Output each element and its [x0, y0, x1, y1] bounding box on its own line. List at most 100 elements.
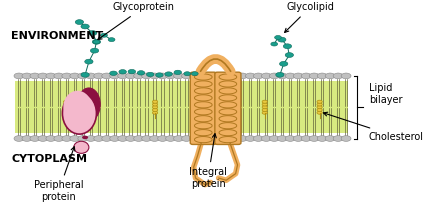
Circle shape	[262, 108, 267, 111]
Ellipse shape	[63, 91, 92, 123]
Circle shape	[174, 70, 181, 75]
Circle shape	[341, 73, 351, 79]
Text: Cholesterol: Cholesterol	[323, 112, 424, 142]
Circle shape	[238, 136, 247, 141]
Bar	[15, 81, 348, 133]
Circle shape	[230, 73, 239, 79]
Circle shape	[30, 136, 40, 141]
Circle shape	[110, 136, 119, 141]
Circle shape	[134, 73, 144, 79]
Circle shape	[213, 136, 223, 141]
Circle shape	[118, 73, 128, 79]
Circle shape	[285, 136, 295, 141]
Circle shape	[317, 73, 327, 79]
Circle shape	[181, 73, 191, 79]
Circle shape	[142, 136, 151, 141]
Circle shape	[221, 73, 231, 79]
Circle shape	[262, 103, 267, 106]
Circle shape	[191, 72, 198, 76]
Circle shape	[75, 20, 84, 24]
Circle shape	[64, 111, 69, 114]
Circle shape	[64, 100, 69, 103]
Circle shape	[285, 73, 295, 79]
Circle shape	[261, 136, 271, 141]
Circle shape	[253, 136, 263, 141]
Text: CYTOPLASM: CYTOPLASM	[11, 154, 88, 164]
Circle shape	[262, 111, 267, 114]
Circle shape	[271, 42, 278, 46]
FancyArrowPatch shape	[201, 59, 231, 71]
Circle shape	[269, 136, 279, 141]
Circle shape	[64, 106, 69, 109]
Circle shape	[78, 73, 88, 79]
Circle shape	[30, 73, 40, 79]
Circle shape	[137, 71, 145, 75]
Circle shape	[126, 136, 136, 141]
Circle shape	[62, 73, 72, 79]
Ellipse shape	[74, 141, 89, 153]
Circle shape	[341, 136, 351, 141]
Circle shape	[93, 40, 100, 44]
FancyBboxPatch shape	[215, 72, 241, 145]
Circle shape	[230, 136, 239, 141]
Ellipse shape	[77, 88, 100, 121]
Circle shape	[158, 73, 167, 79]
Circle shape	[70, 136, 80, 141]
Circle shape	[262, 106, 267, 109]
Circle shape	[333, 73, 343, 79]
Circle shape	[253, 73, 263, 79]
Circle shape	[91, 48, 99, 53]
Text: Glycolipid: Glycolipid	[285, 2, 334, 32]
Circle shape	[173, 73, 184, 79]
Circle shape	[119, 70, 127, 74]
Circle shape	[166, 136, 176, 141]
Circle shape	[134, 136, 144, 141]
Circle shape	[325, 136, 335, 141]
Circle shape	[190, 136, 199, 141]
Circle shape	[278, 136, 287, 141]
Text: Integral
protein: Integral protein	[189, 134, 227, 189]
FancyBboxPatch shape	[190, 72, 216, 145]
Ellipse shape	[62, 92, 96, 134]
Circle shape	[317, 103, 322, 106]
Circle shape	[102, 136, 112, 141]
Circle shape	[153, 106, 158, 109]
Circle shape	[94, 136, 104, 141]
Circle shape	[317, 111, 322, 114]
Circle shape	[309, 73, 319, 79]
Circle shape	[276, 72, 284, 77]
Circle shape	[275, 36, 281, 40]
Circle shape	[181, 136, 191, 141]
Circle shape	[88, 31, 97, 36]
Circle shape	[317, 108, 322, 111]
Circle shape	[278, 73, 287, 79]
Circle shape	[317, 100, 322, 103]
Circle shape	[165, 72, 173, 76]
Text: Lipid
bilayer: Lipid bilayer	[369, 83, 402, 105]
Circle shape	[309, 136, 319, 141]
Circle shape	[301, 136, 311, 141]
Circle shape	[317, 106, 322, 109]
Circle shape	[92, 40, 101, 44]
Circle shape	[153, 100, 158, 103]
Circle shape	[293, 136, 303, 141]
Circle shape	[213, 73, 223, 79]
Circle shape	[156, 73, 163, 77]
Circle shape	[173, 136, 184, 141]
Circle shape	[190, 73, 199, 79]
Text: ENVIRONMENT: ENVIRONMENT	[11, 31, 104, 41]
Circle shape	[158, 136, 167, 141]
Circle shape	[86, 136, 96, 141]
Circle shape	[153, 108, 158, 111]
Circle shape	[62, 136, 72, 141]
Circle shape	[14, 73, 24, 79]
Circle shape	[166, 73, 176, 79]
Circle shape	[108, 38, 115, 42]
Circle shape	[46, 136, 56, 141]
Circle shape	[101, 33, 108, 37]
Circle shape	[150, 73, 159, 79]
Circle shape	[285, 53, 294, 57]
Circle shape	[81, 24, 89, 29]
Circle shape	[261, 73, 271, 79]
Circle shape	[46, 73, 56, 79]
